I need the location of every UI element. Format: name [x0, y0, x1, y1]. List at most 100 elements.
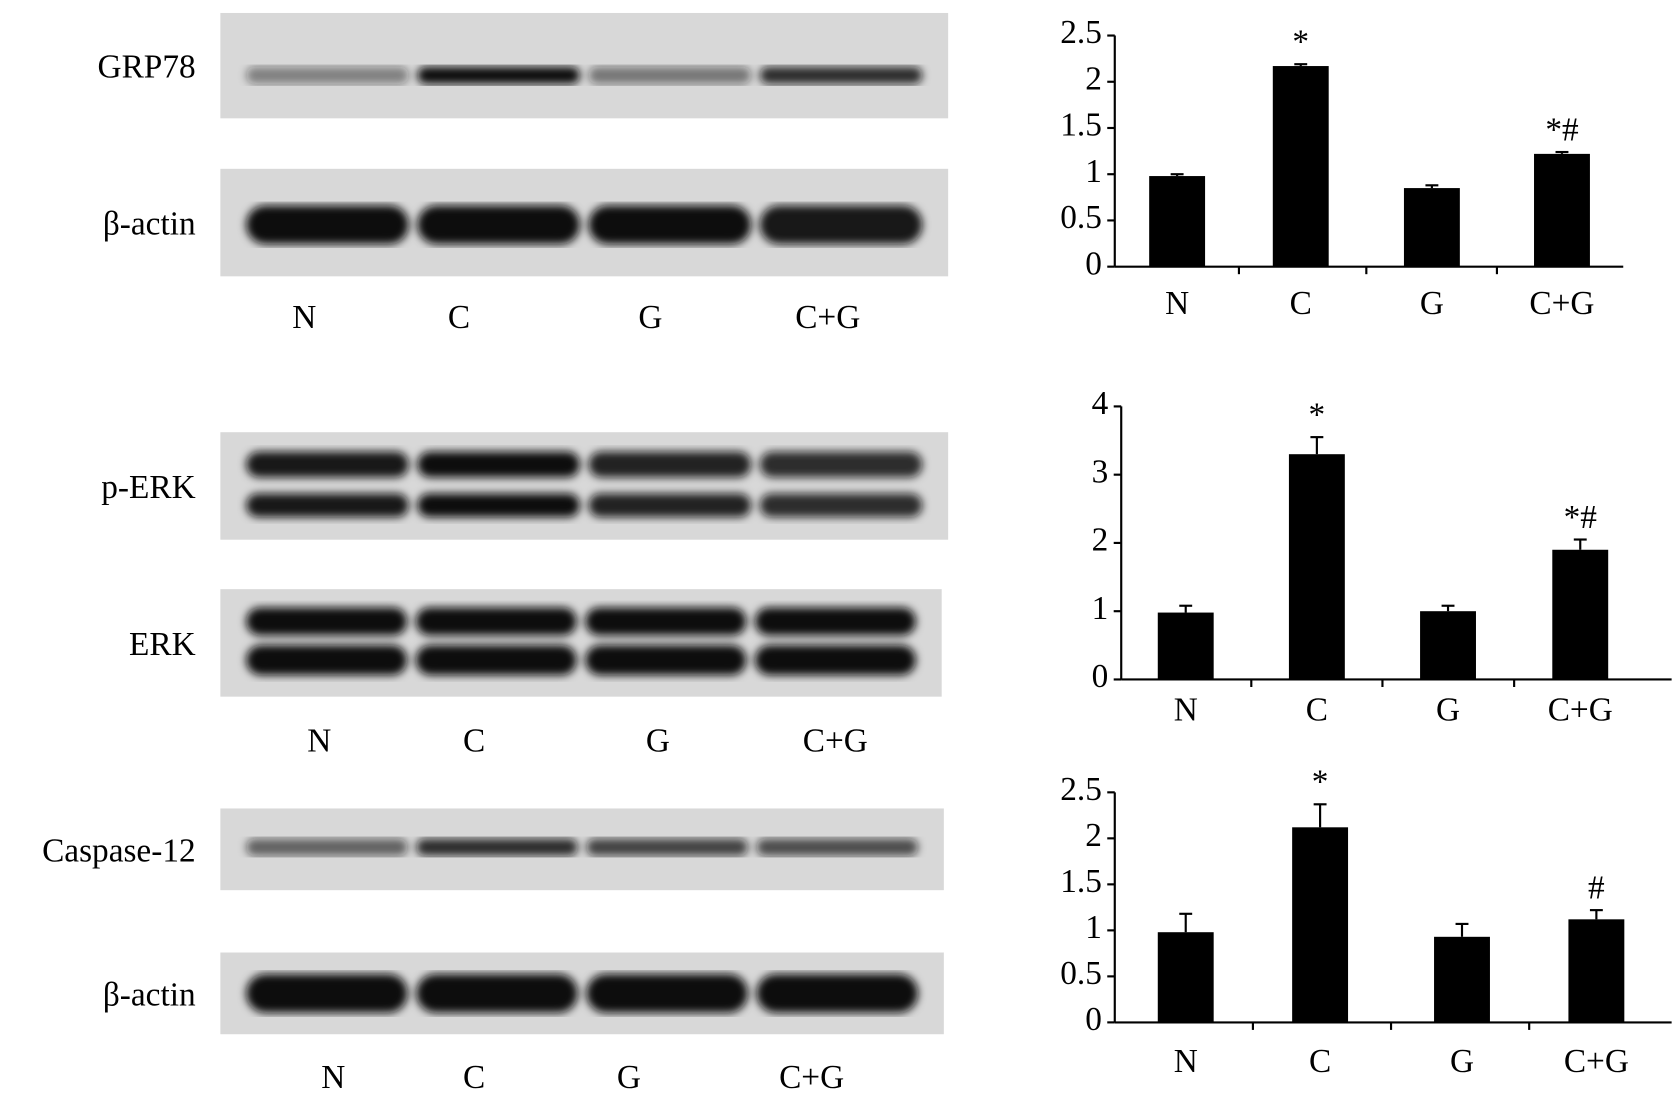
blot-band [246, 66, 409, 84]
blot-bands [246, 838, 919, 856]
blot-band [417, 205, 580, 245]
blot-bands [246, 205, 923, 245]
y-tick-label: 2.5 [1060, 14, 1102, 51]
y-tick-label: 2 [1085, 60, 1102, 97]
lane-label: C+G [779, 1059, 844, 1096]
bar [1149, 176, 1206, 267]
lane-label: N [292, 299, 316, 336]
blot-band [415, 645, 577, 676]
bar [1403, 188, 1460, 267]
blot-band [586, 838, 748, 856]
x-tick-label: C [1309, 1043, 1331, 1080]
lane-label: N [321, 1059, 345, 1096]
annotation: *# [1564, 499, 1598, 536]
blot-band [246, 838, 408, 856]
x-tick-label: N [1165, 285, 1189, 322]
lane-label: G [617, 1059, 641, 1096]
blot-band [246, 607, 408, 636]
annotation: * [1312, 764, 1329, 801]
blot-band [586, 974, 748, 1013]
blot-band [588, 205, 752, 245]
bar [1534, 153, 1590, 267]
y-tick-label: 0 [1085, 1001, 1102, 1038]
blot-panel [220, 589, 942, 697]
blot-panel [220, 12, 949, 119]
blot-band [415, 607, 577, 636]
x-tick-label: G [1436, 691, 1460, 728]
blot-label: β-actin [103, 206, 196, 243]
blot-band [246, 493, 409, 518]
blot-band [417, 451, 580, 478]
blot-label: GRP78 [98, 49, 196, 86]
blot-band [246, 451, 409, 478]
lane-label: G [638, 299, 662, 336]
blot-panel [220, 432, 949, 540]
blot-band [246, 974, 408, 1013]
annotation: *# [1545, 111, 1579, 148]
bar [1157, 932, 1214, 1023]
x-tick-label: C [1290, 285, 1312, 322]
y-tick-label: 1 [1092, 590, 1109, 627]
blot-band [759, 493, 923, 518]
bar [1568, 919, 1625, 1023]
blot-label: ERK [129, 626, 196, 663]
blot-label: p-ERK [101, 469, 195, 506]
y-tick-label: 1.5 [1060, 107, 1102, 144]
x-tick-label: C+G [1529, 285, 1594, 322]
y-tick-label: 0.5 [1060, 199, 1102, 236]
x-tick-label: N [1174, 691, 1198, 728]
x-tick-label: C+G [1548, 691, 1613, 728]
bar [1157, 612, 1214, 680]
annotation: # [1588, 869, 1605, 906]
blot-band [756, 974, 919, 1013]
bar [1288, 454, 1345, 680]
blot-band [417, 66, 580, 84]
y-tick-label: 0.5 [1060, 955, 1102, 992]
blot-band [588, 493, 752, 518]
x-tick-label: G [1450, 1043, 1474, 1080]
blot-band [416, 974, 578, 1013]
lane-label: N [307, 723, 331, 760]
bar [1552, 549, 1609, 680]
blot-bands [246, 451, 923, 518]
y-tick-label: 2 [1092, 522, 1109, 559]
lane-label: C+G [795, 299, 860, 336]
blot-band [756, 838, 919, 856]
blot-band [416, 838, 578, 856]
blot-band [246, 645, 408, 676]
blot-band [759, 66, 923, 84]
bar [1434, 936, 1490, 1023]
y-tick-label: 2.5 [1060, 771, 1102, 808]
blot-band [417, 493, 580, 518]
lane-label: G [646, 723, 670, 760]
annotation: * [1292, 23, 1309, 60]
x-tick-label: C [1306, 691, 1328, 728]
y-tick-label: 2 [1085, 817, 1102, 854]
blot-bands [246, 66, 923, 84]
blot-band [585, 607, 747, 636]
blot-bands [246, 607, 916, 676]
y-tick-label: 1 [1085, 909, 1102, 946]
bar [1420, 611, 1476, 680]
y-tick-label: 1 [1085, 153, 1102, 190]
blot-band [754, 645, 916, 676]
y-tick-label: 1.5 [1060, 863, 1102, 900]
blot-bands [246, 974, 919, 1013]
blot-band [754, 607, 916, 636]
x-tick-label: C+G [1564, 1043, 1629, 1080]
blot-label: β-actin [103, 976, 196, 1013]
y-tick-label: 0 [1085, 245, 1102, 282]
lane-label: C [463, 723, 485, 760]
lane-label: C [463, 1059, 485, 1096]
blot-band [588, 66, 752, 84]
y-tick-label: 3 [1092, 453, 1109, 490]
blot-label: Caspase-12 [42, 832, 196, 869]
lane-label: C [448, 299, 470, 336]
annotation: * [1309, 396, 1326, 433]
blot-band [585, 645, 747, 676]
blot-band [759, 205, 923, 245]
y-tick-label: 0 [1092, 658, 1109, 695]
bar [1272, 66, 1329, 267]
x-tick-label: G [1420, 285, 1444, 322]
